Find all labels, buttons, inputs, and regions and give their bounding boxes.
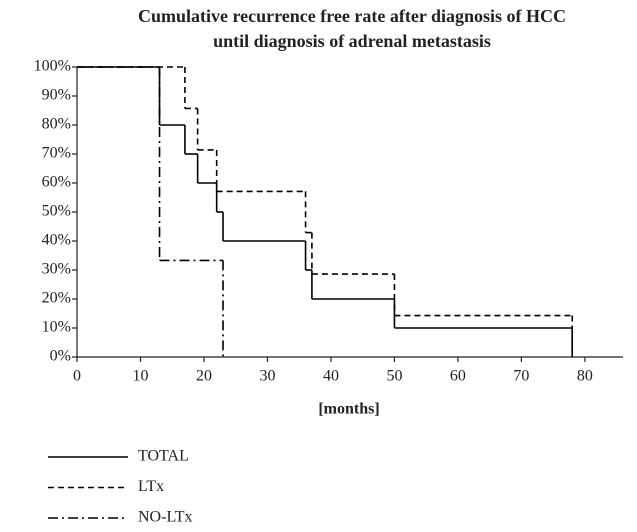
y-tick-label: 90%: [42, 87, 71, 104]
y-tick-label: 80%: [42, 116, 71, 133]
x-tick-label: 80: [577, 368, 593, 385]
x-tick-label: 10: [132, 368, 148, 385]
y-tick-label: 20%: [42, 290, 71, 307]
y-tick-label: 100%: [34, 58, 71, 75]
x-tick-label: 40: [323, 368, 339, 385]
legend-label: LTx: [138, 478, 164, 495]
chart-title: Cumulative recurrence free rate after di…: [138, 6, 566, 26]
x-tick-label: 70: [513, 368, 529, 385]
legend-label: NO-LTx: [138, 509, 193, 526]
y-tick-label: 0%: [50, 348, 71, 365]
legend-label: TOTAL: [138, 448, 189, 465]
y-tick-label: 70%: [42, 145, 71, 162]
y-tick-label: 30%: [42, 261, 71, 278]
x-tick-label: 60: [450, 368, 466, 385]
chart-title: until diagnosis of adrenal metastasis: [213, 31, 491, 51]
y-tick-label: 10%: [42, 319, 71, 336]
x-tick-label: 50: [386, 368, 402, 385]
x-axis-label: [months]: [318, 401, 379, 418]
x-tick-label: 0: [73, 368, 81, 385]
y-tick-label: 60%: [42, 174, 71, 191]
y-tick-label: 50%: [42, 203, 71, 220]
y-tick-label: 40%: [42, 232, 71, 249]
x-tick-label: 20: [196, 368, 212, 385]
x-tick-label: 30: [259, 368, 275, 385]
